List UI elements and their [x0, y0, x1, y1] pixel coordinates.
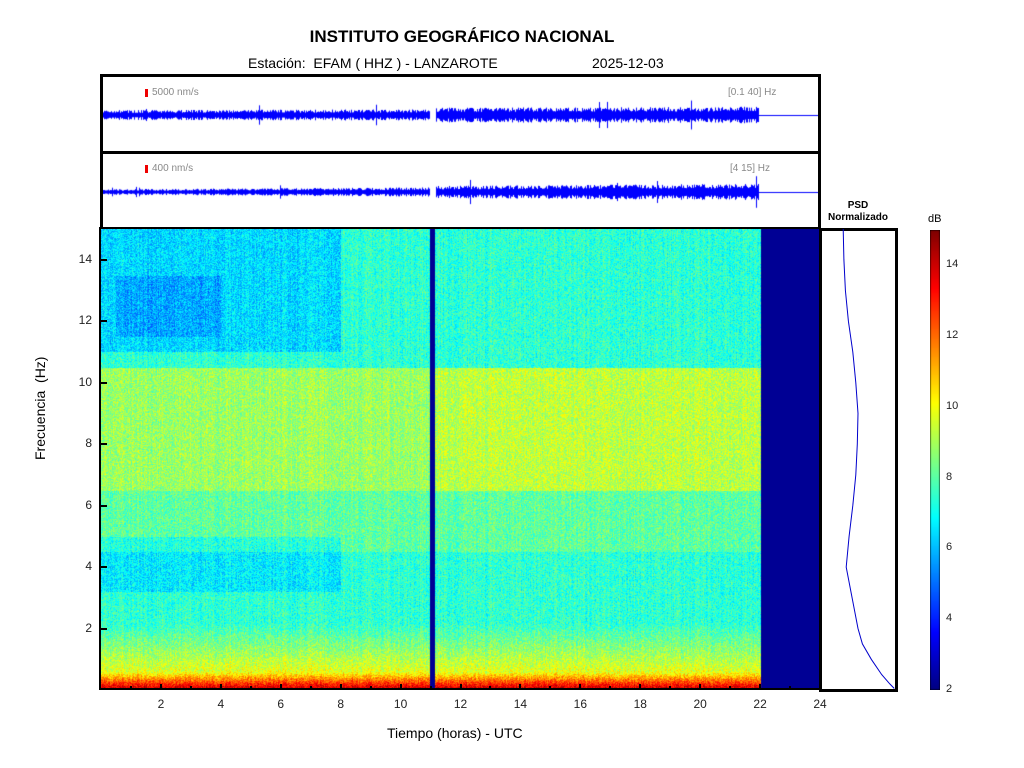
x-minor-tick [489, 686, 491, 690]
y-tick-label: 4 [70, 559, 92, 573]
psd-title: PSD Normalizado [820, 200, 896, 224]
x-tick-mark [759, 684, 761, 690]
spectrogram [101, 229, 820, 690]
colorbar-tick-label: 8 [946, 471, 952, 483]
trace-panel-filtered [100, 151, 821, 231]
x-tick-label: 12 [451, 697, 471, 711]
y-tick-label: 2 [70, 621, 92, 635]
colorbar-tick-label: 12 [946, 329, 958, 341]
waveform-filtered [103, 154, 818, 228]
x-tick-mark [220, 684, 222, 690]
x-minor-tick [130, 686, 132, 690]
psd-panel [819, 228, 898, 692]
scale-bar-icon [145, 165, 148, 173]
x-tick-mark [340, 684, 342, 690]
trace-scale-label: 5000 nm/s [152, 87, 199, 98]
x-minor-tick [609, 686, 611, 690]
colorbar [930, 230, 940, 690]
x-tick-label: 8 [331, 697, 351, 711]
x-tick-mark [579, 684, 581, 690]
station-label: Estación: EFAM ( HHZ ) - LANZAROTE [248, 55, 498, 71]
x-tick-label: 14 [510, 697, 530, 711]
y-tick-mark [101, 320, 107, 322]
y-tick-mark [101, 566, 107, 568]
x-tick-mark [639, 684, 641, 690]
x-tick-label: 10 [391, 697, 411, 711]
x-minor-tick [310, 686, 312, 690]
x-tick-mark [699, 684, 701, 690]
trace-panel-broadband [100, 74, 821, 154]
waveform-broadband [103, 77, 818, 151]
y-tick-mark [101, 443, 107, 445]
x-tick-mark [280, 684, 282, 690]
x-minor-tick [370, 686, 372, 690]
y-tick-mark [101, 505, 107, 507]
y-axis-label: Frecuencia (Hz) [32, 357, 48, 460]
x-tick-mark [160, 684, 162, 690]
y-tick-label: 8 [70, 436, 92, 450]
x-minor-tick [729, 686, 731, 690]
x-tick-mark [460, 684, 462, 690]
y-tick-label: 6 [70, 498, 92, 512]
trace-band-label: [0.1 40] Hz [728, 87, 776, 98]
trace-scale-label: 400 nm/s [152, 163, 193, 174]
y-tick-mark [101, 628, 107, 630]
colorbar-tick-label: 4 [946, 612, 952, 624]
y-tick-label: 12 [70, 313, 92, 327]
x-tick-label: 6 [271, 697, 291, 711]
colorbar-tick-label: 2 [946, 683, 952, 695]
x-tick-mark [400, 684, 402, 690]
x-minor-tick [250, 686, 252, 690]
colorbar-label: dB [928, 213, 941, 225]
x-tick-label: 18 [630, 697, 650, 711]
x-minor-tick [669, 686, 671, 690]
chart-title: INSTITUTO GEOGRÁFICO NACIONAL [0, 27, 924, 47]
y-tick-label: 10 [70, 375, 92, 389]
psd-title-line1: PSD [820, 200, 896, 212]
psd-frame [821, 230, 897, 691]
x-tick-label: 4 [211, 697, 231, 711]
date-label: 2025-12-03 [592, 55, 664, 71]
x-minor-tick [549, 686, 551, 690]
x-minor-tick [789, 686, 791, 690]
trace-band-label: [4 15] Hz [730, 163, 770, 174]
x-minor-tick [190, 686, 192, 690]
y-tick-mark [101, 259, 107, 261]
x-axis-label: Tiempo (horas) - UTC [387, 725, 523, 741]
x-tick-mark [519, 684, 521, 690]
colorbar-tick-label: 6 [946, 541, 952, 553]
colorbar-tick-label: 10 [946, 400, 958, 412]
y-tick-mark [101, 382, 107, 384]
x-tick-label: 24 [810, 697, 830, 711]
scale-bar-icon [145, 89, 148, 97]
x-tick-label: 22 [750, 697, 770, 711]
x-minor-tick [430, 686, 432, 690]
colorbar-tick-label: 14 [946, 258, 958, 270]
x-tick-label: 2 [151, 697, 171, 711]
x-tick-label: 20 [690, 697, 710, 711]
psd-title-line2: Normalizado [820, 212, 896, 224]
x-tick-mark [819, 684, 821, 690]
y-tick-label: 14 [70, 252, 92, 266]
x-tick-label: 16 [570, 697, 590, 711]
